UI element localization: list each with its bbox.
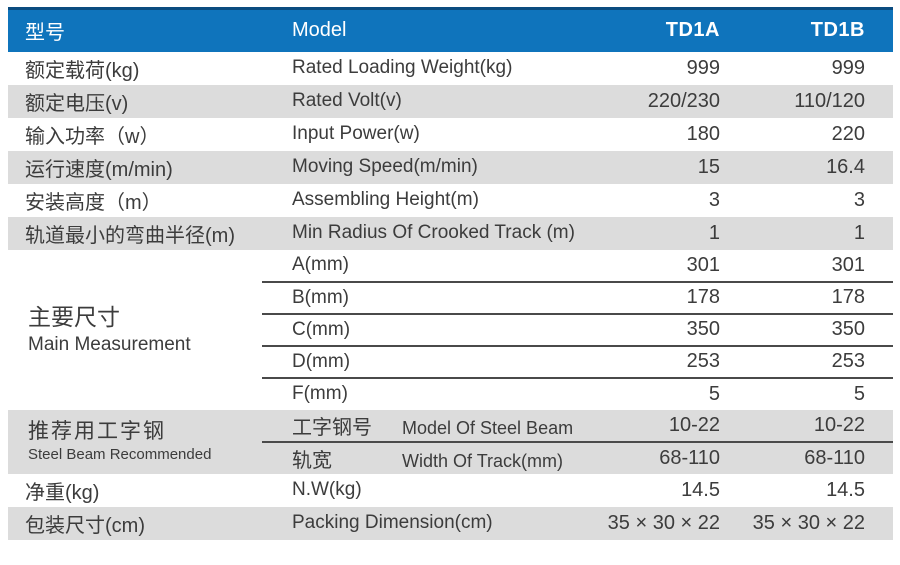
sub-row-label-zh: 工字钢号: [292, 416, 372, 439]
sub-row-label: 工字钢号 Model Of Steel Beam: [262, 409, 607, 442]
section-label-zh: 推荐用工字钢: [28, 419, 166, 443]
value-td1b: 3: [720, 183, 893, 217]
value-td1b: 16.4: [720, 150, 893, 184]
row-label-en: Min Radius Of Crooked Track (m): [262, 216, 607, 250]
section-main-measurement: 主要尺寸 Main Measurement: [8, 249, 262, 410]
table-row-rated-volt: 额定电压(v) Rated Volt(v) 220/230 110/120: [8, 84, 893, 118]
value-td1a: 68-110: [607, 440, 720, 474]
row-label-en: Packing Dimension(cm): [262, 506, 607, 540]
table-row-input-power: 输入功率（w） Input Power(w) 180 220: [8, 117, 893, 151]
sub-row-label-en: Model Of Steel Beam: [402, 417, 574, 438]
row-label-zh: 输入功率（w）: [8, 117, 262, 151]
spec-table: 型号 Model TD1A TD1B 额定载荷(kg) Rated Loadin…: [8, 7, 893, 540]
value-td1b: 220: [720, 117, 893, 151]
dimension-label: F(mm): [262, 376, 607, 410]
dimension-label: C(mm): [262, 312, 607, 346]
table-row-dimension-a: 主要尺寸 Main Measurement A(mm) 301 301: [8, 249, 893, 410]
value-td1a: 1: [607, 216, 720, 250]
value-td1b: 5: [720, 376, 893, 410]
row-label-zh: 安装高度（m）: [8, 183, 262, 217]
table-row-min-radius: 轨道最小的弯曲半径(m) Min Radius Of Crooked Track…: [8, 216, 893, 250]
table-row-net-weight: 净重(kg) N.W(kg) 14.5 14.5: [8, 473, 893, 507]
row-label-zh: 运行速度(m/min): [8, 150, 262, 184]
value-td1a: 3: [607, 183, 720, 217]
header-model-en: Model: [262, 7, 607, 52]
table-row-dimension-d: D(mm) 253 253: [8, 344, 893, 378]
dimension-label: D(mm): [262, 344, 607, 378]
value-td1b: 253: [720, 344, 893, 378]
value-td1a: 999: [607, 51, 720, 85]
table-row-dimension-f: F(mm) 5 5: [8, 376, 893, 410]
table-row-moving-speed: 运行速度(m/min) Moving Speed(m/min) 15 16.4: [8, 150, 893, 184]
value-td1a: 14.5: [607, 473, 720, 507]
value-td1b: 350: [720, 312, 893, 346]
section-label-en: Steel Beam Recommended: [28, 446, 212, 464]
row-label-zh: 净重(kg): [8, 473, 262, 507]
row-label-zh: 额定载荷(kg): [8, 51, 262, 85]
value-td1a: 178: [607, 280, 720, 314]
value-td1b: 1: [720, 216, 893, 250]
value-td1b: 178: [720, 280, 893, 314]
dimension-label: B(mm): [262, 280, 607, 314]
value-td1b: 35 × 30 × 22: [720, 506, 893, 540]
row-label-en: Assembling Height(m): [262, 183, 607, 217]
table-row-track-width: 轨宽 Width Of Track(mm) 68-110 68-110: [8, 440, 893, 474]
row-label-en: Rated Loading Weight(kg): [262, 51, 607, 85]
value-td1b: 68-110: [720, 440, 893, 474]
value-td1a: 35 × 30 × 22: [607, 506, 720, 540]
value-td1a: 350: [607, 312, 720, 346]
sub-row-label-en: Width Of Track(mm): [402, 450, 563, 471]
table-row-dimension-c: C(mm) 350 350: [8, 312, 893, 346]
value-td1a: 301: [607, 249, 720, 282]
header-row: 型号 Model TD1A TD1B: [8, 7, 893, 52]
row-label-en: Input Power(w): [262, 117, 607, 151]
header-model-zh: 型号: [8, 7, 262, 52]
value-td1b: 14.5: [720, 473, 893, 507]
value-td1b: 110/120: [720, 84, 893, 118]
row-label-en: Rated Volt(v): [262, 84, 607, 118]
value-td1b: 999: [720, 51, 893, 85]
table-row-packing-dimension: 包装尺寸(cm) Packing Dimension(cm) 35 × 30 ×…: [8, 506, 893, 540]
row-label-zh: 额定电压(v): [8, 84, 262, 118]
value-td1b: 10-22: [720, 409, 893, 442]
value-td1a: 5: [607, 376, 720, 410]
value-td1b: 301: [720, 249, 893, 282]
value-td1a: 10-22: [607, 409, 720, 442]
section-label-en: Main Measurement: [28, 334, 191, 356]
row-label-en: N.W(kg): [262, 473, 607, 507]
header-column-td1a: TD1A: [607, 7, 720, 52]
value-td1a: 220/230: [607, 84, 720, 118]
table-row-rated-loading-weight: 额定载荷(kg) Rated Loading Weight(kg) 999 99…: [8, 51, 893, 85]
value-td1a: 15: [607, 150, 720, 184]
table-row-assembling-height: 安装高度（m） Assembling Height(m) 3 3: [8, 183, 893, 217]
header-column-td1b: TD1B: [720, 7, 893, 52]
row-label-en: Moving Speed(m/min): [262, 150, 607, 184]
row-label-zh: 轨道最小的弯曲半径(m): [8, 216, 262, 250]
value-td1a: 180: [607, 117, 720, 151]
dimension-label: A(mm): [262, 249, 607, 282]
value-td1a: 253: [607, 344, 720, 378]
table-row-dimension-b: B(mm) 178 178: [8, 280, 893, 314]
row-label-zh: 包装尺寸(cm): [8, 506, 262, 540]
table-row-steel-beam-model: 推荐用工字钢 Steel Beam Recommended 工字钢号 Model …: [8, 409, 893, 474]
sub-row-label: 轨宽 Width Of Track(mm): [262, 440, 607, 474]
sub-row-label-zh: 轨宽: [292, 449, 332, 472]
section-label-zh: 主要尺寸: [28, 304, 120, 331]
section-steel-beam: 推荐用工字钢 Steel Beam Recommended: [8, 409, 262, 474]
